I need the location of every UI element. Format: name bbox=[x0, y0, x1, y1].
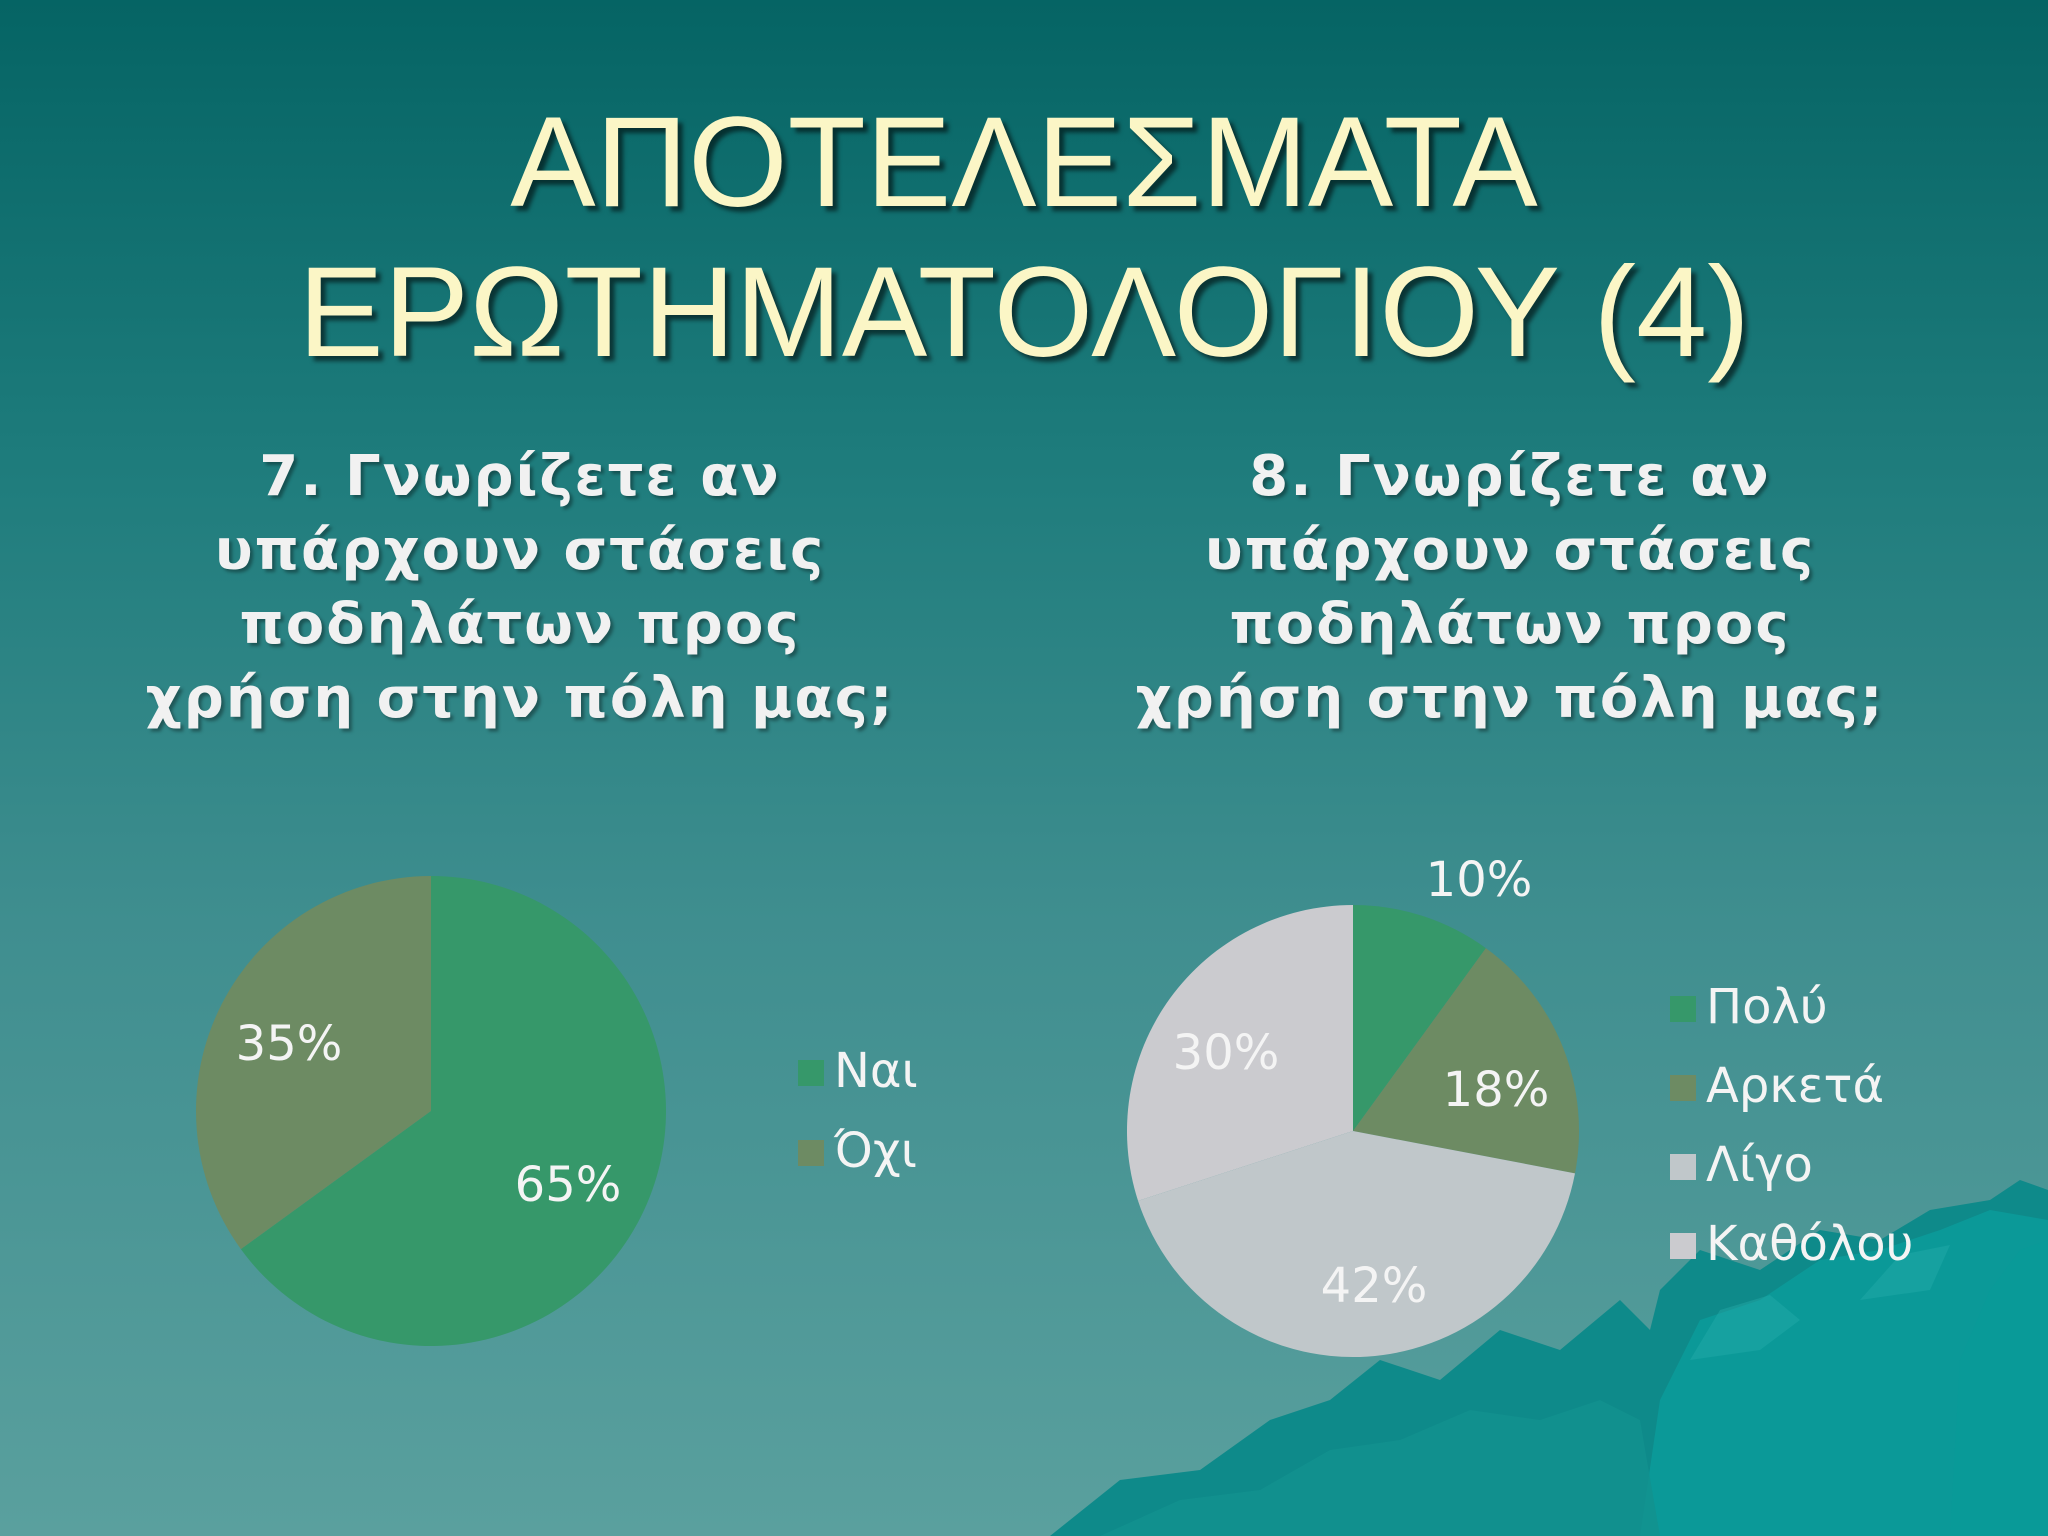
pie-0-legend: Ναι Όχι bbox=[798, 1043, 918, 1179]
pie-0-data-label-0: 65% bbox=[515, 1157, 622, 1213]
pie-1-slice-3 bbox=[1126, 904, 1353, 1201]
pie-1-legend: Πολύ Αρκετά Λίγο Καθόλου bbox=[1670, 979, 1913, 1272]
pie-0-legend-label-1: Όχι bbox=[833, 1123, 917, 1179]
pie-0-data-label-1: 35% bbox=[236, 1016, 343, 1072]
pie-0-slice-0 bbox=[240, 876, 666, 1346]
pie-1-legend-swatch-2 bbox=[1670, 1154, 1696, 1180]
pie-1-legend-label-2: Λίγο bbox=[1706, 1137, 1813, 1193]
pie-1-data-label-3: 30% bbox=[1173, 1025, 1280, 1081]
slide-title-line-2: ΕΡΩΤΗΜΑΤΟΛΟΓΙΟΥ (4) bbox=[298, 241, 1750, 384]
slide-title-line-1: ΑΠΟΤΕΛΕΣΜΑΤΑ bbox=[510, 91, 1538, 234]
pie-1-legend-label-0: Πολύ bbox=[1706, 979, 1828, 1035]
pie-chart-7: 65% 35% Ναι Όχι bbox=[195, 876, 918, 1346]
pie-0-slice-1 bbox=[195, 876, 431, 1250]
pie-1-legend-label-3: Καθόλου bbox=[1706, 1216, 1913, 1272]
chart-2-title: 8. Γνωρίζετε αν υπάρχουν στάσεις ποδηλάτ… bbox=[1135, 444, 1885, 731]
pie-1-legend-swatch-1 bbox=[1670, 1075, 1696, 1101]
pie-0-legend-label-0: Ναι bbox=[834, 1043, 918, 1099]
pie-1-slice-0 bbox=[1353, 905, 1486, 1131]
pie-1-data-label-1: 18% bbox=[1443, 1062, 1550, 1118]
pie-1-legend-label-1: Αρκετά bbox=[1706, 1058, 1884, 1114]
pie-1-legend-swatch-3 bbox=[1670, 1233, 1696, 1259]
slide-title: ΑΠΟΤΕΛΕΣΜΑΤΑ ΕΡΩΤΗΜΑΤΟΛΟΓΙΟΥ (4) bbox=[0, 88, 2048, 388]
pie-chart-8: 10% 18% 42% 30% Πολύ Αρκετά Λίγο Καθόλου bbox=[1126, 852, 1913, 1358]
pie-1-data-label-2: 42% bbox=[1321, 1258, 1428, 1314]
pie-0-legend-swatch-1 bbox=[798, 1140, 824, 1166]
pie-1-data-label-0: 10% bbox=[1426, 852, 1533, 908]
pie-0-legend-swatch-0 bbox=[798, 1060, 824, 1086]
pie-1-legend-swatch-0 bbox=[1670, 996, 1696, 1022]
pie-1-slice-1 bbox=[1353, 948, 1580, 1174]
chart-1-title: 7. Γνωρίζετε αν υπάρχουν στάσεις ποδηλάτ… bbox=[145, 444, 895, 731]
pie-1-slice-2 bbox=[1138, 1131, 1575, 1358]
